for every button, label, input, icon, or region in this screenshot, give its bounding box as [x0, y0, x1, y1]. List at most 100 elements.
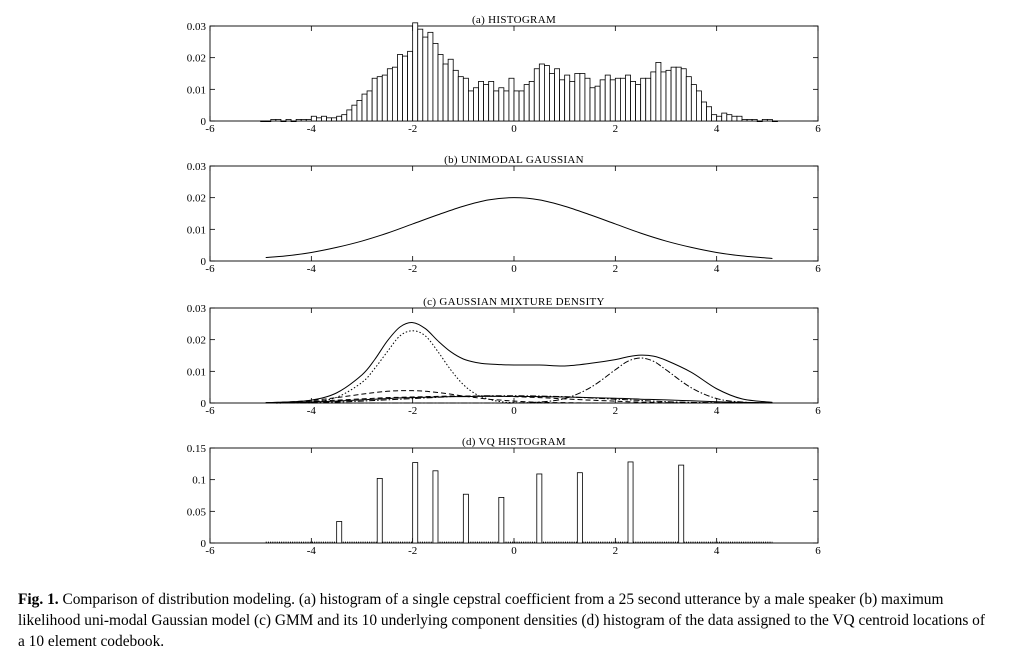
histogram-bar	[386, 68, 393, 122]
histogram-bar	[533, 68, 540, 122]
histogram-bar	[711, 114, 718, 122]
histogram-bar	[604, 74, 611, 122]
y-tick-label: 0.02	[187, 335, 206, 347]
histogram-bar	[427, 31, 434, 122]
y-tick-label: 0	[201, 398, 207, 410]
histogram-bar	[346, 109, 353, 122]
histogram-bar	[630, 81, 636, 122]
histogram-bar	[275, 119, 282, 122]
histogram-bar	[310, 115, 317, 122]
histogram-bar	[366, 90, 373, 122]
histogram-bar	[407, 50, 414, 122]
histogram-bar	[341, 114, 348, 122]
density-curve-4	[265, 390, 773, 404]
histogram-bar	[452, 69, 459, 122]
x-tick-label: 6	[815, 263, 821, 275]
histogram-bar	[498, 496, 505, 544]
y-tick-label: 0.15	[187, 443, 207, 455]
histogram-bar	[574, 73, 581, 122]
histogram-bar	[536, 473, 543, 544]
histogram-bar	[741, 119, 748, 122]
histogram-bar	[736, 115, 743, 122]
histogram-bar	[462, 493, 469, 544]
histogram-bar	[498, 87, 505, 122]
histogram-bar	[680, 68, 687, 122]
caption-label: Fig. 1.	[18, 591, 59, 608]
y-tick-label: 0.01	[187, 366, 206, 378]
histogram-bar	[627, 461, 634, 544]
histogram-bar	[772, 120, 778, 123]
panel-title: (b) UNIMODAL GAUSSIAN	[444, 154, 584, 166]
histogram-bar	[457, 76, 464, 122]
histogram-bar	[690, 84, 697, 122]
histogram-bar	[614, 77, 621, 122]
y-tick-label: 0	[201, 116, 207, 128]
histogram-bar	[660, 71, 667, 122]
panel-title: (d) VQ HISTOGRAM	[462, 436, 566, 448]
histogram-bar	[579, 73, 586, 122]
x-tick-label: 2	[613, 263, 619, 275]
x-tick-label: -4	[307, 123, 317, 135]
x-tick-label: -2	[408, 545, 417, 557]
x-tick-label: 4	[714, 405, 720, 417]
density-curve-3	[265, 357, 773, 404]
panel-2: (b) UNIMODAL GAUSSIAN 0 0.01 0.02 0.03 -6 -4 -2…	[187, 154, 822, 275]
histogram-bar	[321, 115, 327, 122]
plot-frame	[209, 165, 819, 262]
histogram-bar	[751, 119, 758, 122]
histogram-bar	[315, 117, 322, 122]
x-tick-label: 6	[815, 405, 821, 417]
histogram-bar	[473, 87, 479, 122]
histogram-bar	[665, 69, 672, 122]
histogram-bar	[599, 79, 606, 122]
figure: (a) HISTOGRAM 0 0.01 0.02 0.03 -6 -4 -2 0 2 4 6 (b) …	[187, 14, 822, 557]
histogram-bar	[336, 115, 343, 122]
x-tick-label: -4	[307, 263, 317, 275]
density-curve-2	[265, 330, 773, 404]
x-tick-label: 2	[613, 123, 619, 135]
histogram-bar	[442, 63, 449, 122]
density-curve-7	[265, 395, 773, 404]
histogram-bar	[493, 90, 500, 122]
histogram-bar	[361, 93, 368, 122]
x-tick-label: 2	[613, 545, 619, 557]
histogram-bar	[731, 115, 738, 122]
histogram-bar	[706, 106, 712, 122]
y-tick-label: 0	[201, 538, 207, 550]
histogram-bar	[554, 68, 560, 122]
density-curve-1	[265, 197, 773, 259]
y-tick-label: 0.01	[187, 224, 206, 236]
panel-3: (c) GAUSSIAN MIXTURE DENSITY 0 0.01 0.02 0.0…	[187, 296, 822, 417]
x-tick-label: -6	[205, 405, 215, 417]
histogram-bar	[576, 472, 583, 544]
y-tick-label: 0.02	[187, 53, 206, 65]
histogram-bar	[756, 120, 763, 123]
histogram-bar	[412, 462, 419, 544]
histogram-bar	[285, 119, 292, 122]
panel-title: (a) HISTOGRAM	[472, 14, 556, 26]
histogram-bar	[670, 66, 677, 122]
density-curve-6	[265, 395, 773, 404]
x-tick-label: 6	[815, 123, 821, 135]
x-tick-label: 4	[714, 263, 720, 275]
histogram-bar	[326, 117, 332, 122]
x-tick-label: 0	[511, 545, 517, 557]
histogram-bar	[675, 66, 682, 122]
histogram-bar	[503, 90, 510, 122]
panel-1: (a) HISTOGRAM 0 0.01 0.02 0.03 -6 -4 -2 0 2 4 6	[187, 14, 822, 135]
histogram-bar	[564, 74, 571, 122]
histogram-bar	[422, 36, 429, 122]
histogram-bar	[761, 119, 768, 122]
histogram-bar	[467, 90, 474, 122]
histogram-bar	[402, 55, 408, 122]
y-tick-label: 0.03	[187, 21, 207, 33]
histogram-bar	[391, 66, 398, 122]
histogram-bar	[620, 77, 626, 122]
histogram-bar	[305, 119, 312, 122]
caption-text: Comparison of distribution modeling. (a)…	[18, 591, 986, 650]
histogram-bar	[721, 112, 728, 122]
x-tick-label: 0	[511, 263, 517, 275]
x-tick-label: -2	[408, 123, 417, 135]
histogram-bar	[716, 115, 723, 122]
histogram-bar	[726, 114, 733, 122]
